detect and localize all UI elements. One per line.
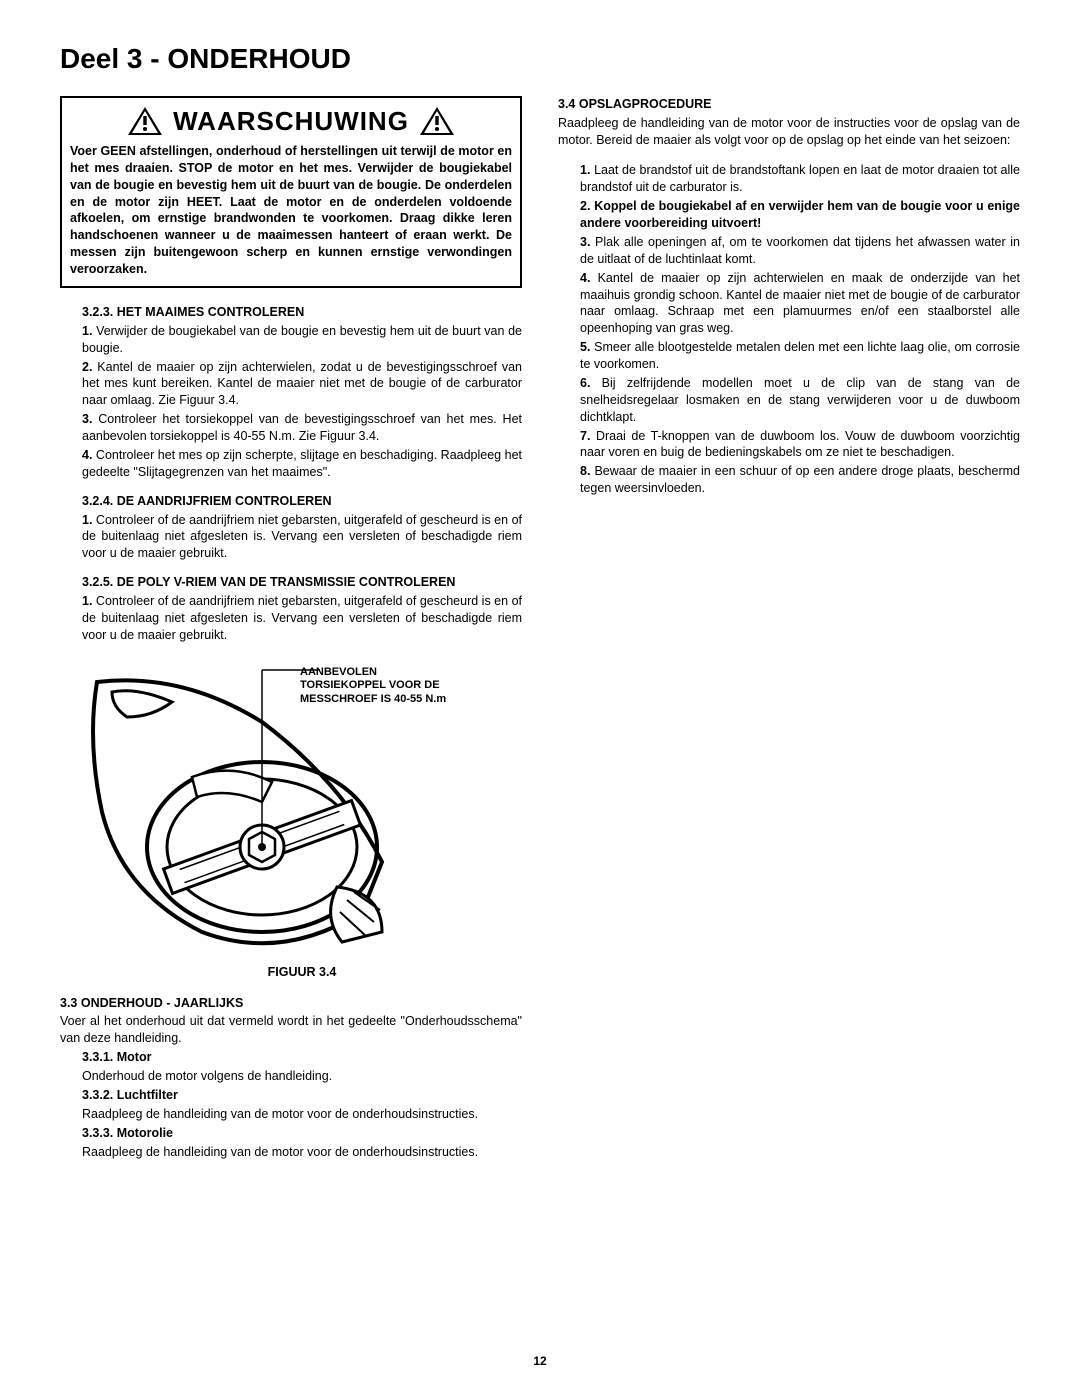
text: Smeer alle blootgestelde metalen delen m… xyxy=(580,340,1020,371)
paragraph: Onderhoud de motor volgens de handleidin… xyxy=(82,1068,522,1085)
warning-header: WAARSCHUWING xyxy=(70,104,512,139)
paragraph: Raadpleeg de handleiding van de motor vo… xyxy=(82,1144,522,1161)
text: Verwijder de bougiekabel van de bougie e… xyxy=(82,324,522,355)
paragraph: 1. Verwijder de bougiekabel van de bougi… xyxy=(82,323,522,357)
text: Controleer het mes op zijn scherpte, sli… xyxy=(82,448,522,479)
heading-3-4: 3.4 OPSLAGPROCEDURE xyxy=(558,96,1020,113)
section-3-2-5: 3.2.5. DE POLY V-RIEM VAN DE TRANSMISSIE… xyxy=(60,574,522,644)
paragraph: 4. Controleer het mes op zijn scherpte, … xyxy=(82,447,522,481)
paragraph: 7. Draai de T-knoppen van de duwboom los… xyxy=(580,428,1020,462)
text: Plak alle openingen af, om te voorkomen … xyxy=(580,235,1020,266)
warning-box: WAARSCHUWING Voer GEEN afstellingen, ond… xyxy=(60,96,522,288)
paragraph: Voer al het onderhoud uit dat vermeld wo… xyxy=(60,1013,522,1047)
warning-icon xyxy=(419,106,455,136)
right-column: 3.4 OPSLAGPROCEDURE Raadpleeg de handlei… xyxy=(558,96,1020,1163)
heading-3-2-3: 3.2.3. HET MAAIMES CONTROLEREN xyxy=(82,304,522,321)
figure-torque-label: AANBEVOLEN TORSIEKOPPEL VOOR DE MESSCHRO… xyxy=(300,666,465,707)
heading-3-3-2: 3.3.2. Luchtfilter xyxy=(82,1087,522,1104)
paragraph: Raadpleeg de handleiding van de motor vo… xyxy=(82,1106,522,1123)
paragraph: 2. Koppel de bougiekabel af en verwijder… xyxy=(580,198,1020,232)
paragraph: 1. Controleer of de aandrijfriem niet ge… xyxy=(82,512,522,563)
figure-caption: FIGUUR 3.4 xyxy=(60,964,522,981)
text: Controleer het torsiekoppel van de beves… xyxy=(82,412,522,443)
text: Kantel de maaier op zijn achterwielen, z… xyxy=(82,360,522,408)
text: Kantel de maaier op zijn achterwielen en… xyxy=(580,271,1020,336)
text: Controleer of de aandrijfriem niet gebar… xyxy=(82,513,522,561)
text: Draai de T-knoppen van de duwboom los. V… xyxy=(580,429,1020,460)
heading-3-2-4: 3.2.4. DE AANDRIJFRIEM CONTROLEREN xyxy=(82,493,522,510)
text: Bewaar de maaier in een schuur of op een… xyxy=(580,464,1020,495)
warning-icon xyxy=(127,106,163,136)
text: Koppel de bougiekabel af en verwijder he… xyxy=(580,199,1020,230)
paragraph: 3. Controleer het torsiekoppel van de be… xyxy=(82,411,522,445)
section-3-2-3: 3.2.3. HET MAAIMES CONTROLEREN 1. Verwij… xyxy=(60,304,522,481)
text: Controleer of de aandrijfriem niet gebar… xyxy=(82,594,522,642)
paragraph: 3. Plak alle openingen af, om te voorkom… xyxy=(580,234,1020,268)
page-number: 12 xyxy=(0,1353,1080,1369)
text: Bij zelfrijdende modellen moet u de clip… xyxy=(580,376,1020,424)
warning-title: WAARSCHUWING xyxy=(173,104,409,139)
left-column: WAARSCHUWING Voer GEEN afstellingen, ond… xyxy=(60,96,522,1163)
heading-3-2-5: 3.2.5. DE POLY V-RIEM VAN DE TRANSMISSIE… xyxy=(82,574,522,591)
text: Laat de brandstof uit de brandstoftank l… xyxy=(580,163,1020,194)
paragraph: Raadpleeg de handleiding van de motor vo… xyxy=(558,115,1020,149)
paragraph: 5. Smeer alle blootgestelde metalen dele… xyxy=(580,339,1020,373)
paragraph: 4. Kantel de maaier op zijn achterwielen… xyxy=(580,270,1020,338)
page-title: Deel 3 - ONDERHOUD xyxy=(60,40,1020,78)
paragraph: 1. Laat de brandstof uit de brandstoftan… xyxy=(580,162,1020,196)
section-3-3: 3.3 ONDERHOUD - JAARLIJKS Voer al het on… xyxy=(60,995,522,1161)
section-3-4-list: 1. Laat de brandstof uit de brandstoftan… xyxy=(558,162,1020,497)
section-3-2-4: 3.2.4. DE AANDRIJFRIEM CONTROLEREN 1. Co… xyxy=(60,493,522,563)
paragraph: 8. Bewaar de maaier in een schuur of op … xyxy=(580,463,1020,497)
warning-body: Voer GEEN afstellingen, onderhoud of her… xyxy=(70,143,512,278)
paragraph: 1. Controleer of de aandrijfriem niet ge… xyxy=(82,593,522,644)
heading-3-3-1: 3.3.1. Motor xyxy=(82,1049,522,1066)
heading-3-3-3: 3.3.3. Motorolie xyxy=(82,1125,522,1142)
paragraph: 6. Bij zelfrijdende modellen moet u de c… xyxy=(580,375,1020,426)
paragraph: 2. Kantel de maaier op zijn achterwielen… xyxy=(82,359,522,410)
heading-3-3: 3.3 ONDERHOUD - JAARLIJKS xyxy=(60,995,522,1012)
two-column-layout: WAARSCHUWING Voer GEEN afstellingen, ond… xyxy=(60,96,1020,1163)
figure-3-4: AANBEVOLEN TORSIEKOPPEL VOOR DE MESSCHRO… xyxy=(60,662,522,952)
